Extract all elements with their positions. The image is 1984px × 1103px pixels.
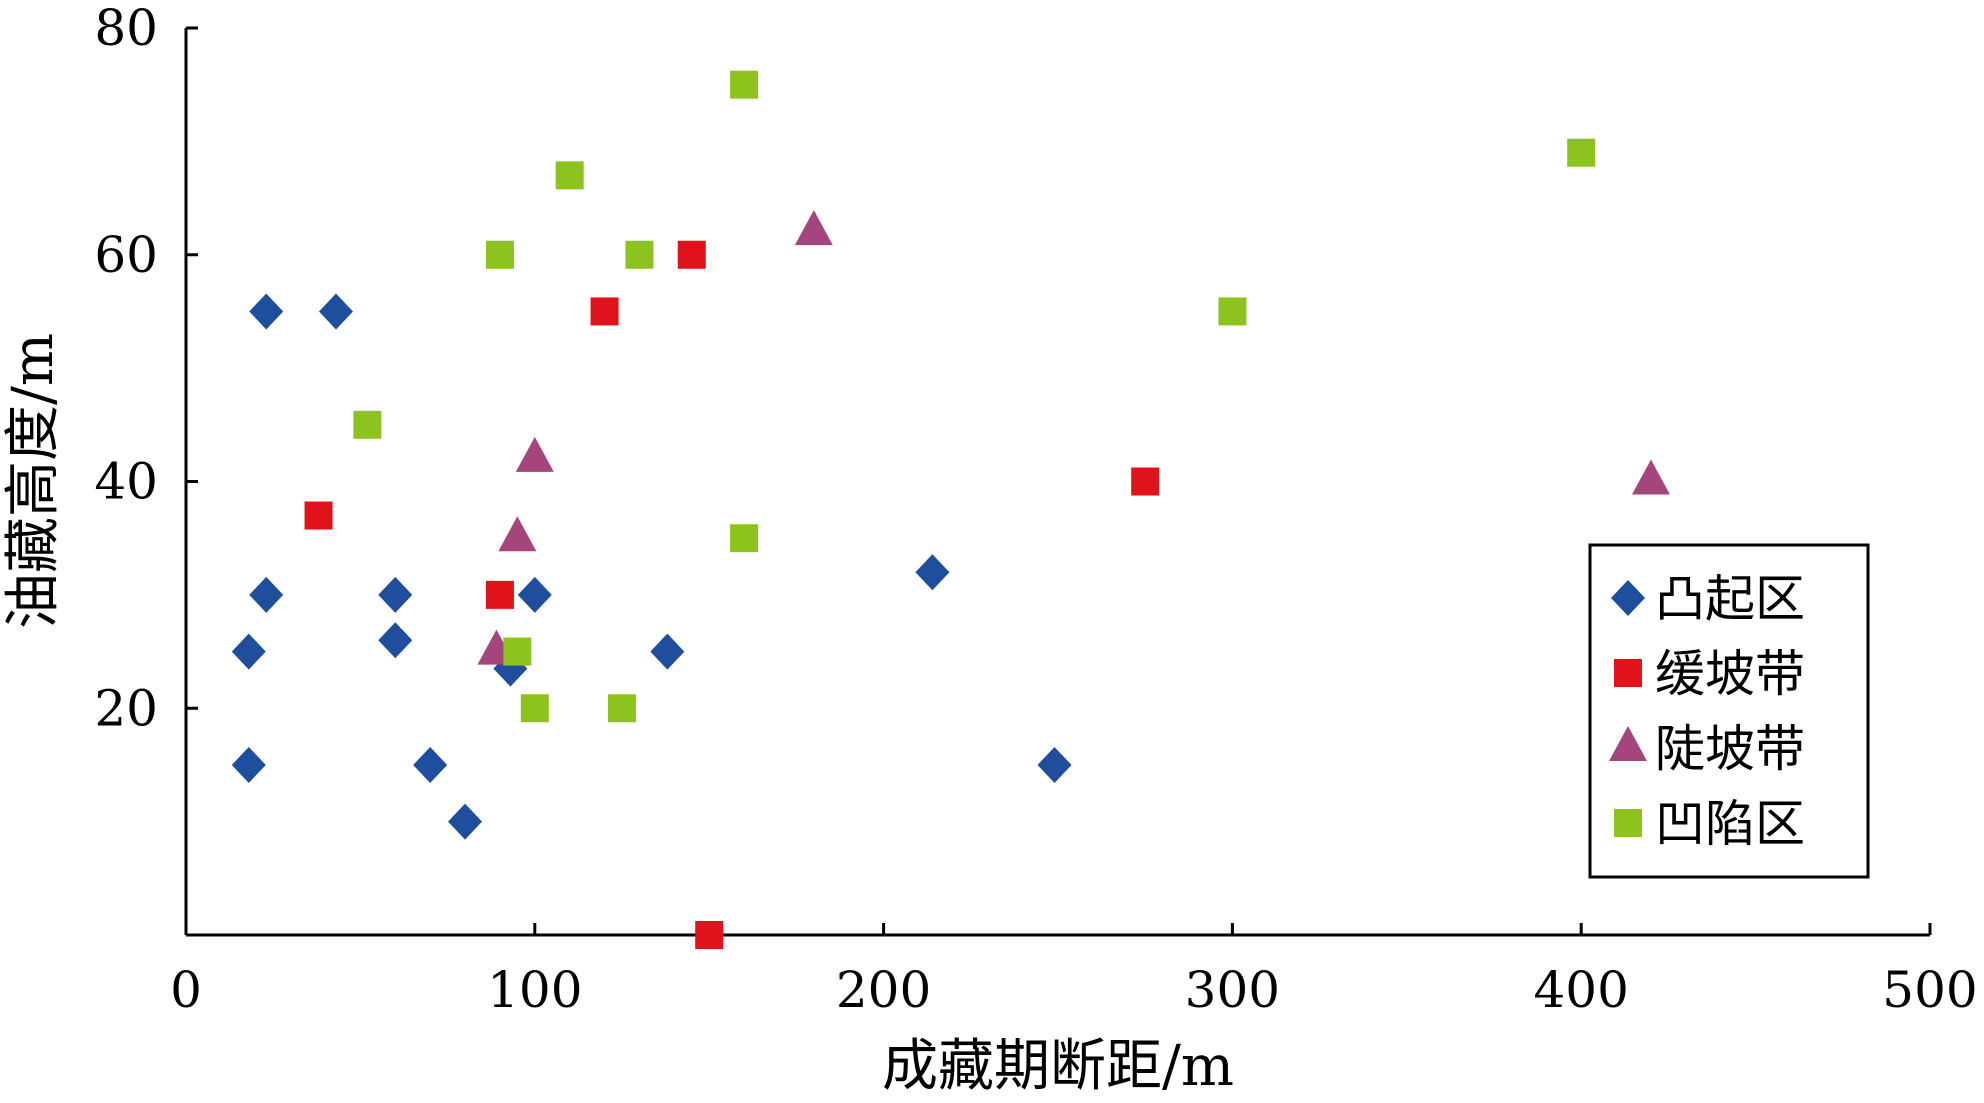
x-tick-label: 300 xyxy=(1185,961,1280,1019)
legend-label: 凹陷区 xyxy=(1655,795,1805,853)
plot-area: 0 100 200 300 400 500 20 40 60 80 xyxy=(94,0,1977,1019)
y-axis-title: 油藏高度/m xyxy=(1,333,66,629)
data-point-series-1 xyxy=(517,576,552,613)
data-point-series-1 xyxy=(231,633,266,670)
y-tick-label: 20 xyxy=(94,679,158,737)
data-point-series-2 xyxy=(590,297,619,326)
data-point-series-4 xyxy=(730,70,759,99)
data-point-series-4 xyxy=(485,240,514,269)
data-point-series-4 xyxy=(730,524,759,553)
data-point-series-2 xyxy=(677,240,706,269)
legend-label: 缓坡带 xyxy=(1655,645,1805,703)
x-tick-label: 400 xyxy=(1533,961,1628,1019)
data-point-series-1 xyxy=(915,554,950,591)
data-point-series-2 xyxy=(695,921,724,949)
legend-marker xyxy=(1614,809,1642,837)
legend-label: 陡坡带 xyxy=(1655,720,1805,778)
data-point-series-3 xyxy=(498,516,537,552)
data-point-series-4 xyxy=(1567,138,1596,167)
data-point-series-2 xyxy=(1131,467,1160,496)
data-point-series-1 xyxy=(249,293,284,330)
data-point-series-2 xyxy=(304,501,333,530)
y-tick-label: 60 xyxy=(94,226,158,284)
y-tick-label: 40 xyxy=(94,453,158,511)
legend-marker xyxy=(1614,659,1642,687)
data-point-series-4 xyxy=(520,694,549,723)
data-point-series-1 xyxy=(1037,746,1072,783)
data-point-series-4 xyxy=(555,161,584,190)
data-point-series-1 xyxy=(249,576,284,613)
legend-marker xyxy=(1609,726,1647,761)
data-point-series-1 xyxy=(378,576,413,613)
data-point-series-4 xyxy=(625,240,654,269)
data-point-series-4 xyxy=(608,694,636,723)
data-point-series-4 xyxy=(1218,297,1247,326)
x-tick-label: 100 xyxy=(487,961,582,1019)
axis-ticks: 0 100 200 300 400 500 20 40 60 80 xyxy=(94,0,1977,1019)
legend-marker xyxy=(1611,580,1645,616)
data-point-series-1 xyxy=(448,803,483,840)
legend-label: 凸起区 xyxy=(1655,570,1805,628)
data-point-series-4 xyxy=(503,637,532,666)
x-tick-label: 200 xyxy=(836,961,931,1019)
data-point-series-1 xyxy=(231,746,266,783)
data-point-series-2 xyxy=(485,580,514,609)
data-point-series-3 xyxy=(515,436,554,472)
y-tick-label: 80 xyxy=(94,0,158,57)
data-point-series-1 xyxy=(378,622,413,659)
x-axis-title: 成藏期断距/m xyxy=(882,1034,1234,1099)
data-point-series-1 xyxy=(650,633,685,670)
data-point-series-1 xyxy=(413,746,448,783)
data-point-series-3 xyxy=(794,210,833,246)
x-tick-label: 0 xyxy=(170,961,202,1019)
data-point-series-4 xyxy=(353,410,382,439)
x-tick-label: 500 xyxy=(1882,961,1977,1019)
data-point-series-1 xyxy=(318,293,353,330)
data-point-series-3 xyxy=(1631,459,1670,495)
data-points xyxy=(231,70,1670,949)
